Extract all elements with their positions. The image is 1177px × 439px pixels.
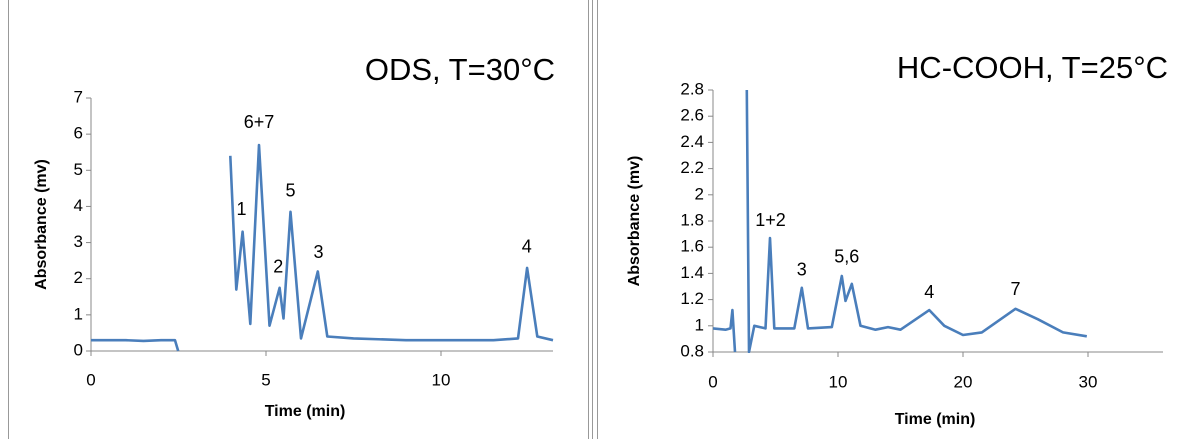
peak-label: 3 bbox=[797, 260, 807, 280]
y-tick-label: 7 bbox=[74, 87, 83, 106]
y-tick-label: 1.6 bbox=[680, 237, 704, 256]
x-tick-label: 30 bbox=[1079, 372, 1098, 391]
y-tick-label: 0 bbox=[74, 340, 83, 359]
x-tick-label: 0 bbox=[86, 370, 95, 389]
y-tick-label: 2.6 bbox=[680, 106, 704, 125]
x-axis-title: Time (min) bbox=[895, 411, 976, 428]
y-tick-label: 2.8 bbox=[680, 79, 704, 98]
peak-label: 2 bbox=[273, 257, 283, 277]
peak-label: 4 bbox=[924, 282, 934, 302]
chart-title: HC-COOH, T=25°C bbox=[897, 50, 1168, 85]
peak-label: 3 bbox=[313, 242, 323, 262]
y-tick-label: 1 bbox=[74, 304, 83, 323]
x-tick-label: 10 bbox=[432, 370, 451, 389]
y-tick-label: 1.8 bbox=[680, 210, 704, 229]
y-tick-label: 6 bbox=[74, 124, 83, 143]
peak-label: 1+2 bbox=[755, 210, 786, 230]
x-tick-label: 5 bbox=[261, 370, 270, 389]
y-tick-label: 5 bbox=[74, 160, 83, 179]
x-tick-label: 0 bbox=[708, 372, 717, 391]
peak-label: 5 bbox=[285, 181, 295, 201]
peak-label: 4 bbox=[522, 237, 532, 257]
y-tick-label: 2 bbox=[695, 184, 704, 203]
x-axis-title: Time (min) bbox=[265, 403, 346, 420]
x-tick-label: 20 bbox=[954, 372, 973, 391]
data-line bbox=[713, 90, 1088, 353]
y-tick-label: 1.2 bbox=[680, 289, 704, 308]
y-tick-label: 2 bbox=[74, 268, 83, 287]
y-tick-label: 1.4 bbox=[680, 263, 704, 282]
peak-label: 6+7 bbox=[244, 112, 275, 132]
peak-label: 5,6 bbox=[834, 246, 859, 266]
y-tick-label: 3 bbox=[74, 232, 83, 251]
chart-title: ODS, T=30°C bbox=[365, 52, 555, 87]
peak-label: 7 bbox=[1010, 279, 1020, 299]
y-tick-label: 4 bbox=[74, 196, 83, 215]
y-tick-label: 1 bbox=[695, 315, 704, 334]
y-axis-title: Absorbance (mv) bbox=[626, 156, 643, 287]
y-tick-label: 2.4 bbox=[680, 132, 704, 151]
panel-frame bbox=[8, 0, 589, 439]
peak-label: 1 bbox=[236, 199, 246, 219]
x-tick-label: 10 bbox=[829, 372, 848, 391]
y-tick-label: 0.8 bbox=[680, 341, 704, 360]
data-line bbox=[91, 143, 554, 352]
y-axis-title: Absorbance (mv) bbox=[33, 159, 50, 290]
y-tick-label: 2.2 bbox=[680, 158, 704, 177]
